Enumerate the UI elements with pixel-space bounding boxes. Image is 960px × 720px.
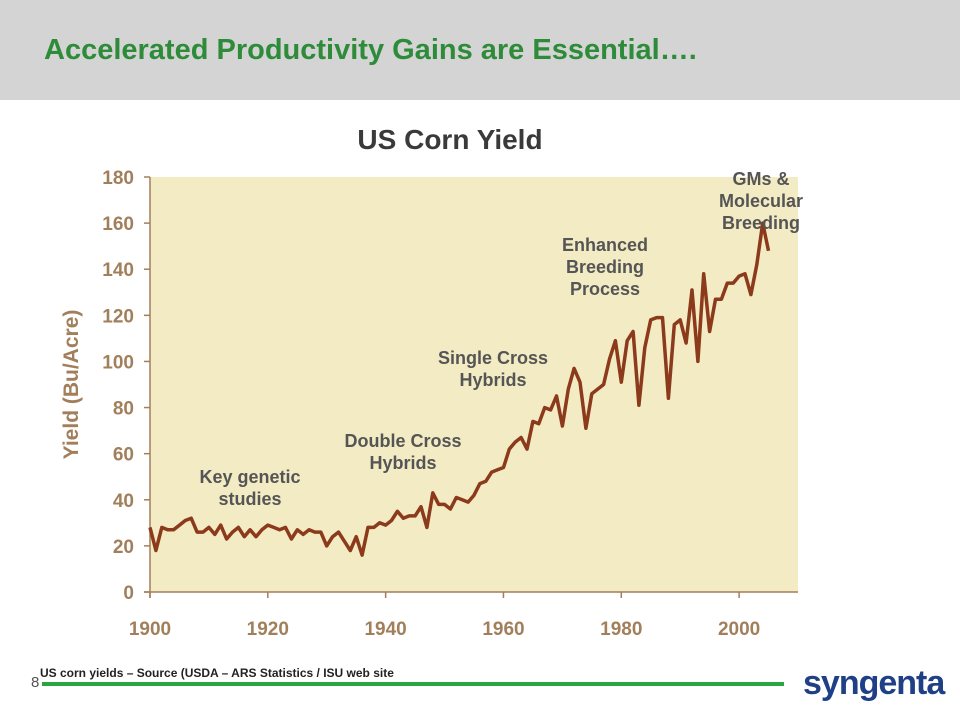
annotation-key-genetic-studies: Key genetic studies xyxy=(199,467,301,509)
syngenta-logo: syngenta xyxy=(803,664,945,702)
slide-title: Accelerated Productivity Gains are Essen… xyxy=(44,34,697,66)
y-tick-label: 140 xyxy=(102,260,134,281)
y-tick-label: 180 xyxy=(102,168,134,189)
source-note: US corn yields – Source (USDA – ARS Stat… xyxy=(40,666,394,680)
plot-area xyxy=(150,177,798,592)
y-axis-label: Yield (Bu/Acre) xyxy=(60,310,83,460)
annotation-double-cross-hybrids: Double Cross Hybrids xyxy=(344,431,462,473)
tick-labels: 0 20 40 60 80 100 120 140 160 180 1900 1920 1940 1960… xyxy=(102,168,760,640)
y-tick-label: 80 xyxy=(113,399,134,420)
series-line-yield xyxy=(148,221,771,557)
y-tick-label: 100 xyxy=(102,352,134,373)
y-tick-label: 60 xyxy=(113,445,134,466)
x-tick-label: 1940 xyxy=(364,619,406,640)
chart-title: US Corn Yield xyxy=(357,124,543,155)
annotation-gms-molecular-breeding: GMs & Molecular Breeding xyxy=(718,169,804,233)
x-tick-label: 1980 xyxy=(600,619,642,640)
x-tick-label: 1920 xyxy=(247,619,289,640)
page-number: 8 xyxy=(31,674,40,691)
y-tick-label: 40 xyxy=(113,491,134,512)
annotation-enhanced-breeding-process: Enhanced Breeding Process xyxy=(561,235,649,299)
y-tick-label: 0 xyxy=(123,583,134,604)
annotation-single-cross-hybrids: Single Cross Hybrids xyxy=(437,348,549,390)
x-tick-label: 1960 xyxy=(482,619,524,640)
x-tick-label: 1900 xyxy=(129,619,171,640)
y-tick-label: 160 xyxy=(102,214,134,235)
y-tick-label: 120 xyxy=(102,306,134,327)
x-tick-label: 2000 xyxy=(718,619,760,640)
header-band xyxy=(0,0,960,100)
footer-rule xyxy=(42,682,784,686)
y-tick-label: 20 xyxy=(113,537,134,558)
